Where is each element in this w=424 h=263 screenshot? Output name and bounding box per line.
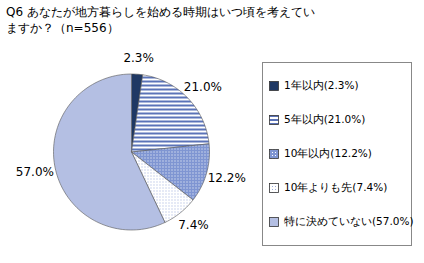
html-text:Q6 あなたが地方暮らしを始める時期はいつ頃を考えていますか: Q6 あなたが地方暮らしを始める時期はいつ頃を考えていますか？（n=556） bbox=[6, 5, 315, 35]
html-text:特に決めていない(57.0%): 特に決めていない(57.0%) bbox=[284, 215, 414, 227]
svg-text:57.0%: 57.0% bbox=[16, 165, 54, 179]
svg-text:21.0%: 21.0% bbox=[184, 80, 222, 94]
svg-text:2.3%: 2.3% bbox=[123, 51, 154, 65]
svg-text:7.4%: 7.4% bbox=[178, 218, 209, 232]
html-text:5年以内(21.0%): 5年以内(21.0%) bbox=[284, 113, 366, 125]
html-text:10年よりも先(7.4%): 10年よりも先(7.4%) bbox=[284, 181, 388, 193]
html-text:10年以内(12.2%): 10年以内(12.2%) bbox=[284, 147, 372, 159]
html-text:1年以内(2.3%): 1年以内(2.3%) bbox=[284, 79, 359, 91]
svg-text:12.2%: 12.2% bbox=[208, 171, 246, 185]
